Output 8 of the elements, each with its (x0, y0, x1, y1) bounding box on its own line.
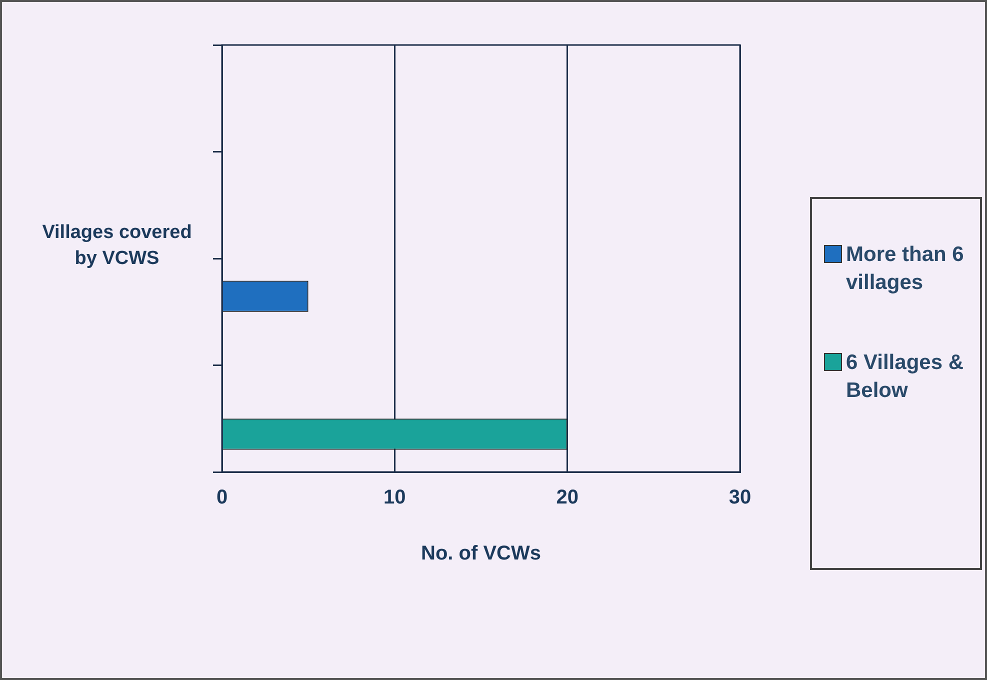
x-axis-title: No. of VCWs (421, 542, 541, 565)
x-tick-label: 0 (216, 486, 228, 509)
legend-label: More than 6 villages (846, 242, 965, 296)
x-tick-label: 10 (384, 486, 406, 509)
x-tick-label: 30 (728, 486, 752, 509)
y-axis-title: Villages covered by VCWS (42, 221, 192, 271)
x-tick-label: 20 (556, 486, 578, 509)
legend-label: 6 Villages & Below (846, 350, 965, 404)
